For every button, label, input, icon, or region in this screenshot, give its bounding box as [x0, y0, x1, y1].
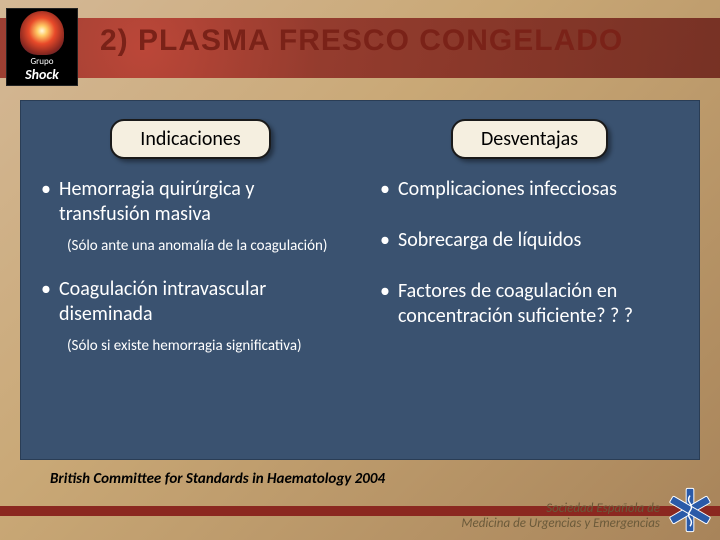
- column-indicaciones: Indicaciones Hemorragia quirúrgica y tra…: [21, 101, 360, 459]
- indication-item: Hemorragia quirúrgica y transfusión masi…: [41, 177, 340, 227]
- logo-line1: Grupo: [30, 57, 53, 66]
- indication-item: Coagulación intravascular diseminada: [41, 277, 340, 327]
- slide-title: 2) PLASMA FRESCO CONGELADO: [100, 24, 700, 58]
- heading-desventajas: Desventajas: [451, 119, 608, 159]
- disadvantage-item: Sobrecarga de líquidos: [380, 228, 679, 253]
- disadvantage-item: Factores de coagulación en concentración…: [380, 279, 679, 329]
- content-panel: Indicaciones Hemorragia quirúrgica y tra…: [20, 100, 700, 460]
- heading-indicaciones: Indicaciones: [110, 119, 270, 159]
- society-line2: Medicina de Urgencias y Emergencias: [461, 516, 660, 532]
- logo-flare-icon: [20, 11, 64, 55]
- logo-line2: Shock: [25, 66, 59, 83]
- indication-note: (Sólo ante una anomalía de la coagulació…: [41, 237, 340, 255]
- star-of-life-icon: [666, 486, 714, 534]
- disadvantage-item: Complicaciones infecciosas: [380, 177, 679, 202]
- society-name: Sociedad Española de Medicina de Urgenci…: [461, 501, 660, 532]
- column-desventajas: Desventajas Complicaciones infecciosas S…: [360, 101, 699, 459]
- citation-text: British Committee for Standards in Haema…: [50, 470, 385, 488]
- indication-note: (Sólo si existe hemorragia significativa…: [41, 337, 340, 355]
- logo-shock: Grupo Shock: [6, 8, 78, 86]
- society-line1: Sociedad Española de: [461, 501, 660, 517]
